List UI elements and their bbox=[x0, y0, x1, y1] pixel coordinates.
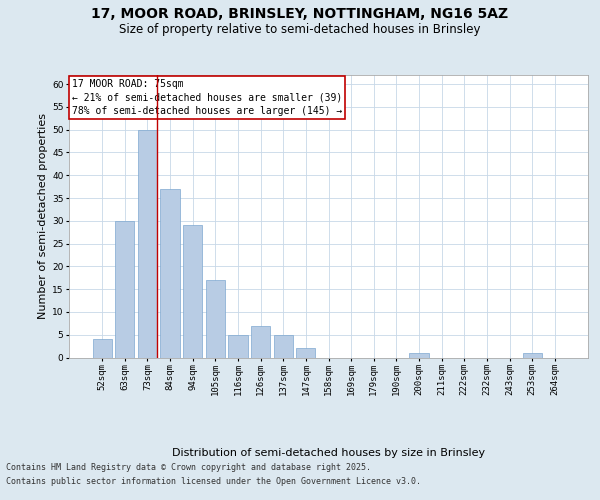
Text: 17, MOOR ROAD, BRINSLEY, NOTTINGHAM, NG16 5AZ: 17, MOOR ROAD, BRINSLEY, NOTTINGHAM, NG1… bbox=[91, 8, 509, 22]
Bar bbox=[138, 130, 157, 358]
Bar bbox=[206, 280, 225, 357]
Text: Size of property relative to semi-detached houses in Brinsley: Size of property relative to semi-detach… bbox=[119, 22, 481, 36]
Bar bbox=[92, 340, 112, 357]
Text: Contains HM Land Registry data © Crown copyright and database right 2025.: Contains HM Land Registry data © Crown c… bbox=[6, 462, 371, 471]
Bar bbox=[251, 326, 270, 358]
Text: 17 MOOR ROAD: 75sqm
← 21% of semi-detached houses are smaller (39)
78% of semi-d: 17 MOOR ROAD: 75sqm ← 21% of semi-detach… bbox=[71, 79, 342, 116]
Text: Contains public sector information licensed under the Open Government Licence v3: Contains public sector information licen… bbox=[6, 478, 421, 486]
Bar bbox=[229, 334, 248, 357]
Bar bbox=[160, 189, 180, 358]
X-axis label: Distribution of semi-detached houses by size in Brinsley: Distribution of semi-detached houses by … bbox=[172, 448, 485, 458]
Y-axis label: Number of semi-detached properties: Number of semi-detached properties bbox=[38, 114, 48, 320]
Bar bbox=[409, 353, 428, 358]
Bar bbox=[296, 348, 316, 358]
Bar bbox=[115, 221, 134, 358]
Bar bbox=[183, 226, 202, 358]
Bar bbox=[274, 334, 293, 357]
Bar bbox=[523, 353, 542, 358]
